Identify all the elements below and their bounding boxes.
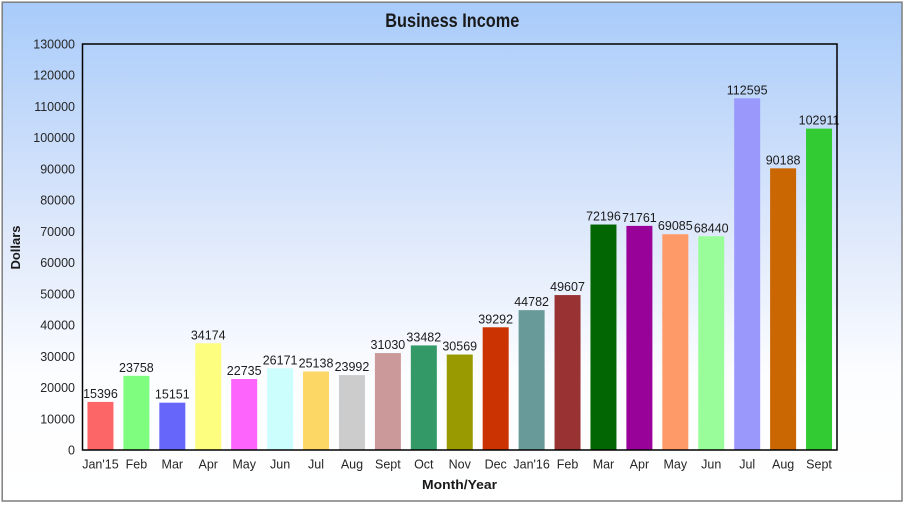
svg-text:Jul: Jul: [739, 458, 755, 472]
svg-text:60000: 60000: [40, 256, 75, 270]
svg-text:Jan'15: Jan'15: [82, 458, 118, 472]
svg-text:Month/Year: Month/Year: [422, 477, 497, 492]
svg-text:20000: 20000: [40, 381, 75, 395]
svg-text:May: May: [232, 458, 256, 472]
svg-text:30569: 30569: [442, 340, 477, 354]
svg-text:30000: 30000: [40, 350, 75, 364]
svg-text:34174: 34174: [191, 328, 226, 342]
svg-text:23992: 23992: [335, 360, 370, 374]
svg-text:Aug: Aug: [772, 458, 794, 472]
svg-text:Aug: Aug: [341, 458, 363, 472]
svg-text:May: May: [664, 458, 688, 472]
svg-text:10000: 10000: [40, 412, 75, 426]
svg-text:120000: 120000: [33, 69, 75, 83]
svg-text:Sept: Sept: [806, 458, 832, 472]
svg-text:Sept: Sept: [375, 458, 401, 472]
svg-text:Dec: Dec: [485, 458, 507, 472]
svg-text:Mar: Mar: [162, 458, 184, 472]
svg-text:31030: 31030: [371, 338, 406, 352]
svg-text:15396: 15396: [83, 387, 118, 401]
svg-text:33482: 33482: [406, 330, 441, 344]
svg-text:Jun: Jun: [270, 458, 290, 472]
svg-text:71761: 71761: [622, 211, 657, 225]
svg-text:49607: 49607: [550, 280, 585, 294]
svg-text:90188: 90188: [766, 153, 801, 167]
svg-text:Oct: Oct: [414, 458, 434, 472]
svg-text:39292: 39292: [478, 312, 513, 326]
svg-text:Feb: Feb: [557, 458, 579, 472]
svg-text:40000: 40000: [40, 319, 75, 333]
svg-text:70000: 70000: [40, 225, 75, 239]
svg-text:0: 0: [68, 444, 75, 458]
svg-text:Apr: Apr: [199, 458, 218, 472]
svg-text:Mar: Mar: [593, 458, 615, 472]
svg-text:69085: 69085: [658, 219, 693, 233]
svg-text:68440: 68440: [694, 221, 729, 235]
svg-text:25138: 25138: [299, 356, 334, 370]
svg-text:110000: 110000: [34, 100, 75, 114]
svg-text:80000: 80000: [40, 194, 75, 208]
svg-text:130000: 130000: [33, 38, 75, 52]
svg-text:44782: 44782: [514, 295, 549, 309]
svg-text:15151: 15151: [155, 388, 190, 402]
svg-text:22735: 22735: [227, 364, 262, 378]
svg-text:112595: 112595: [727, 83, 768, 97]
svg-text:23758: 23758: [119, 361, 154, 375]
svg-text:Apr: Apr: [630, 458, 649, 472]
svg-text:72196: 72196: [586, 210, 621, 224]
svg-text:100000: 100000: [33, 131, 75, 145]
svg-text:Feb: Feb: [126, 458, 148, 472]
svg-text:Jan'16: Jan'16: [513, 458, 549, 472]
svg-text:Jul: Jul: [308, 458, 324, 472]
svg-text:90000: 90000: [40, 162, 75, 176]
svg-text:102911: 102911: [799, 114, 840, 128]
svg-text:26171: 26171: [263, 353, 298, 367]
svg-text:Nov: Nov: [449, 458, 472, 472]
svg-text:50000: 50000: [40, 287, 75, 301]
svg-text:Dollars: Dollars: [8, 225, 23, 269]
svg-text:Business Income: Business Income: [385, 11, 519, 32]
svg-text:Jun: Jun: [701, 458, 721, 472]
